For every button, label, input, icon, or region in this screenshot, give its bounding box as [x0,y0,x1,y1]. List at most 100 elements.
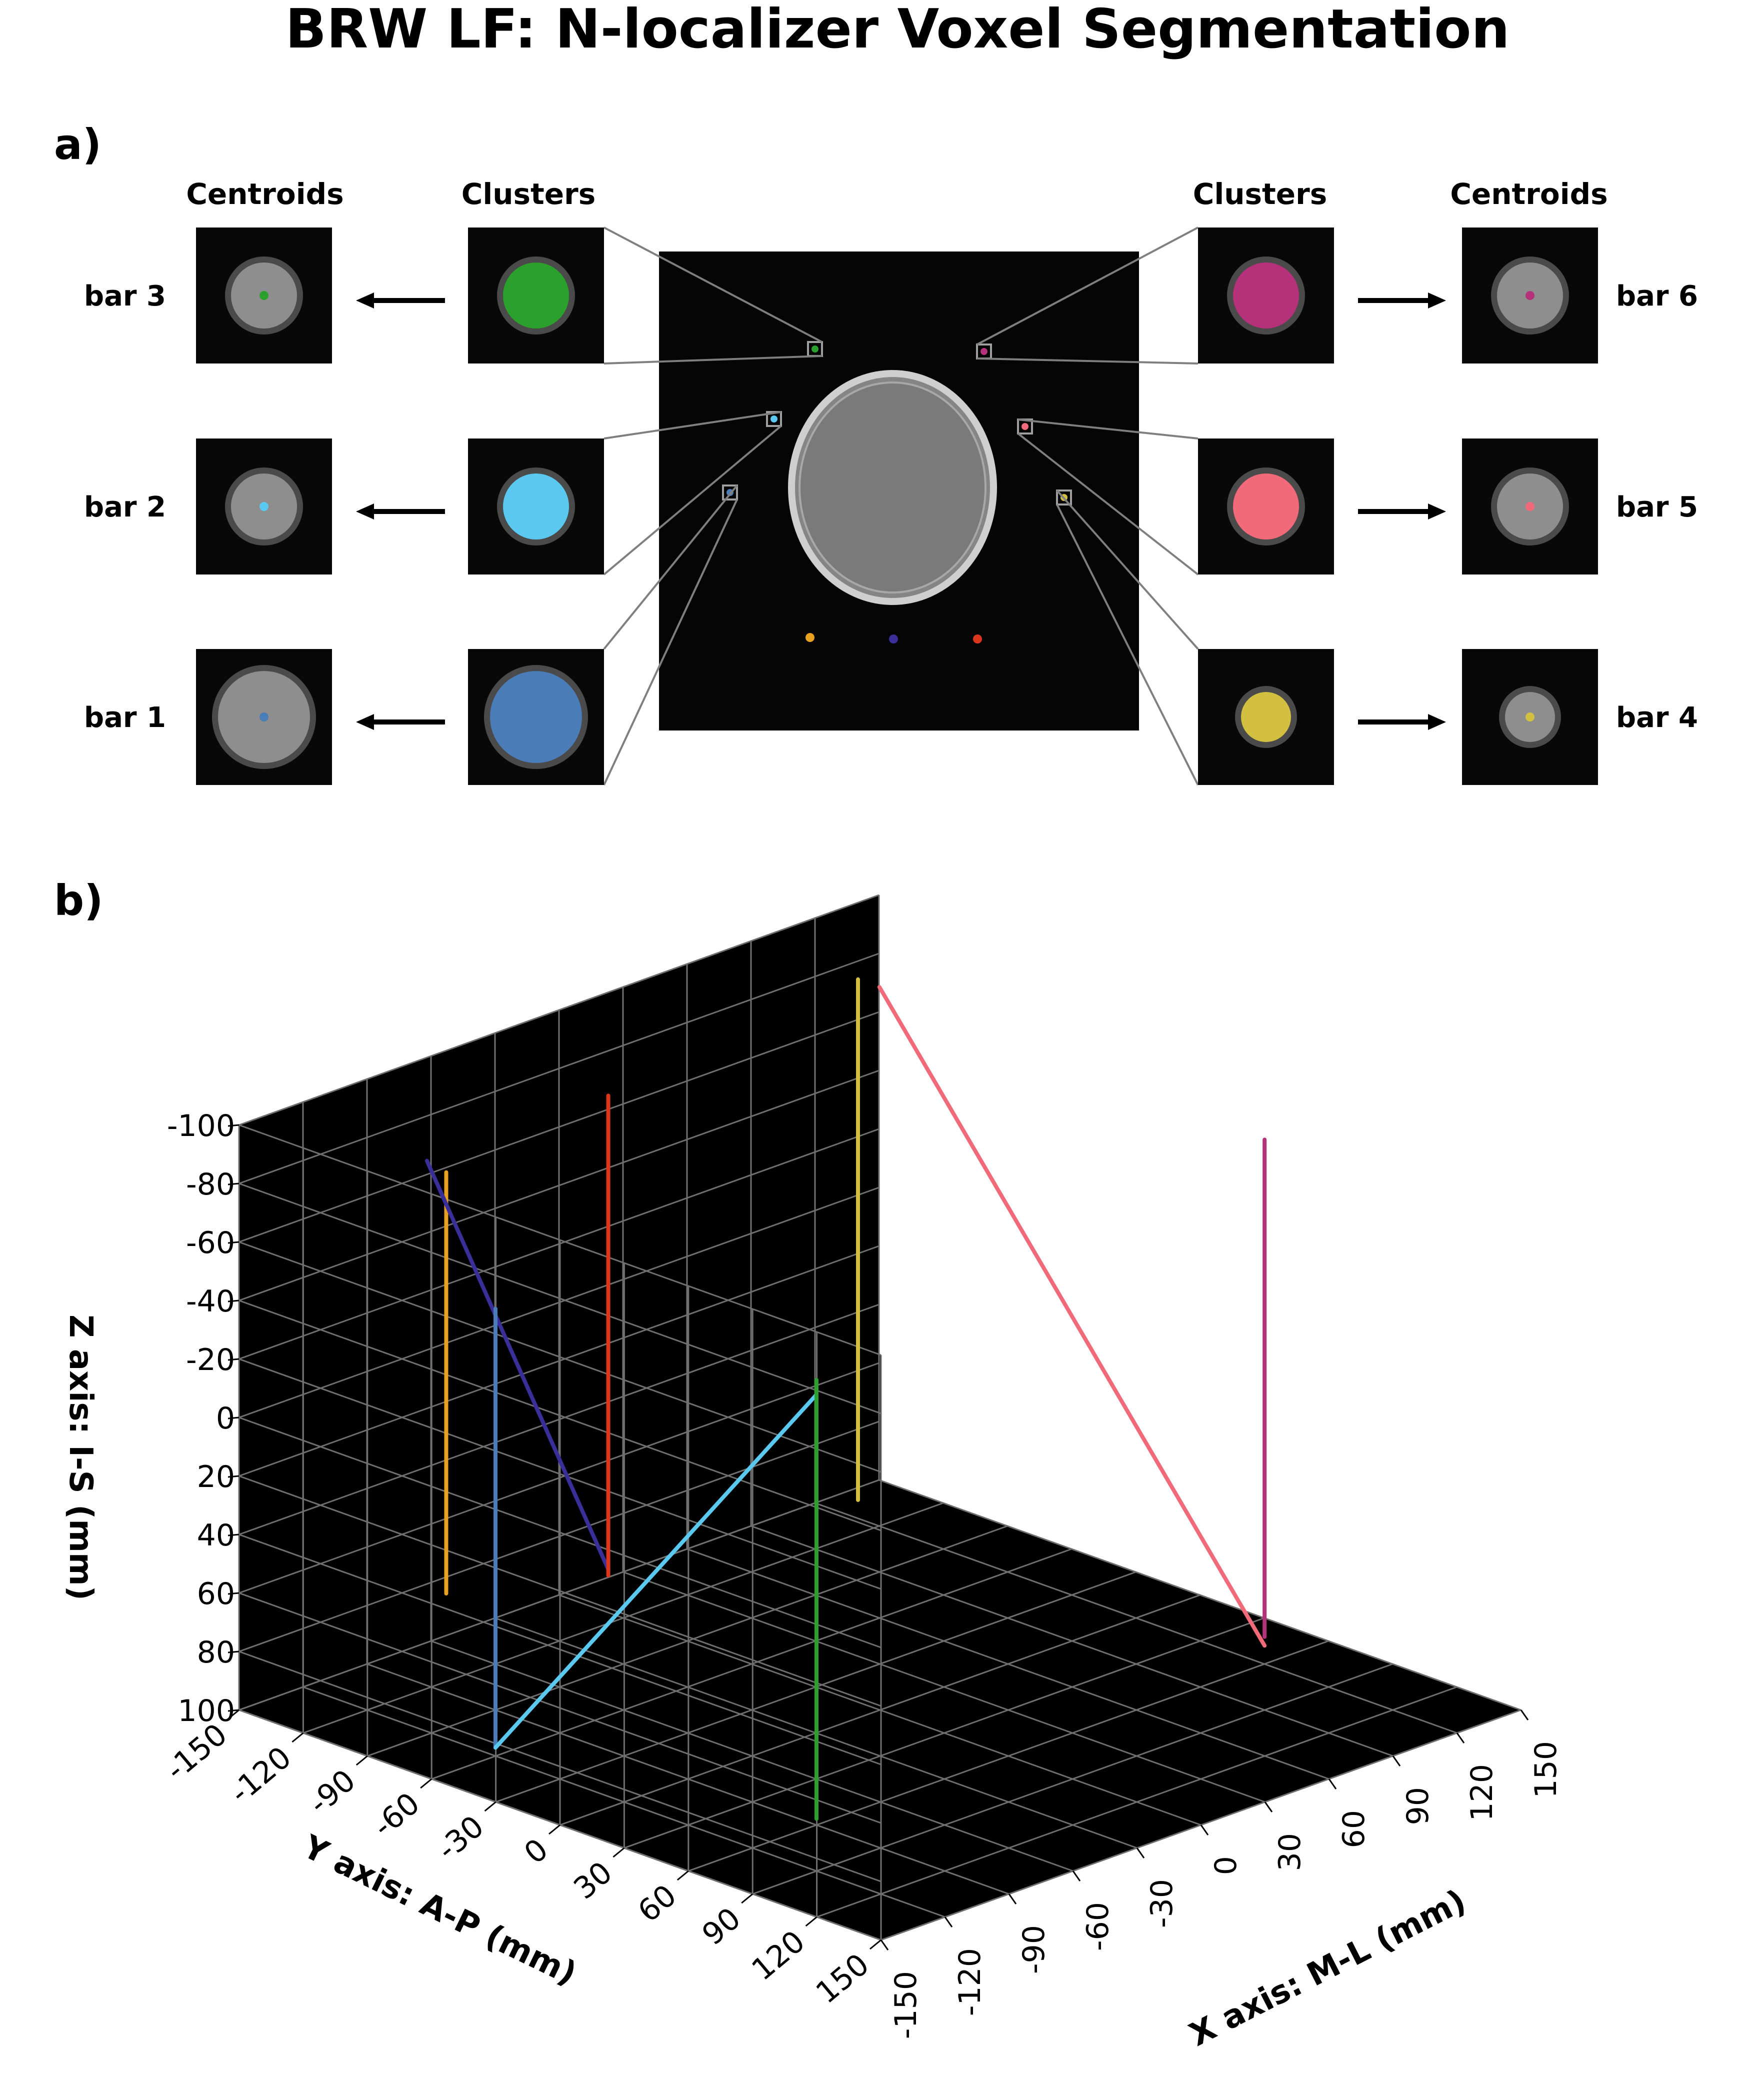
cluster-tile [1198,438,1334,574]
arrow [1358,714,1446,730]
grid-line [238,1475,882,1707]
leader-line [603,425,782,576]
x-tick-label: -90 [1016,1925,1052,1974]
y-tick-label: -90 [302,1763,362,1822]
grid-line [688,1640,1329,1872]
y-tick-label: 30 [568,1855,619,1906]
grid-line [238,1011,880,1243]
centroid-tile [196,228,332,364]
header-right-clusters: Clusters [1193,177,1327,211]
series-line [877,985,1267,1648]
bar-label: bar 5 [1616,491,1698,524]
z-axis-label: Z axis: I-S (mm) [62,1314,99,1600]
tick-mark [228,1709,240,1712]
x-tick-label: -150 [888,1971,924,2039]
slice-marker-dot [770,416,778,422]
z-tick-label: -100 [167,1108,235,1144]
brain-region [798,382,986,594]
y-tick-label: 120 [746,1924,812,1988]
z-tick-label: -20 [186,1342,235,1378]
tick-mark [1136,1848,1145,1858]
z-tick-label: 60 [197,1576,235,1612]
leader-lines [603,226,1199,786]
leader-line [976,358,1198,364]
bar-label: bar 6 [1616,280,1698,312]
fiducial-dot [973,634,982,644]
x-tick-label: 90 [1400,1787,1436,1825]
y-tick-label: -60 [366,1786,426,1844]
tick-mark [228,1534,240,1536]
tick-mark [356,1755,368,1766]
cluster-tile [1198,649,1334,785]
x-tick-label: 120 [1464,1764,1500,1822]
y-tick-label: -120 [224,1740,298,1810]
centroid-dot [1526,291,1534,300]
bar-label: bar 4 [1616,702,1698,734]
tick-mark [1520,1710,1529,1720]
grid-line [238,1479,880,1711]
arrow [356,292,445,308]
tick-mark [1456,1732,1465,1744]
tick-mark [228,1358,240,1361]
panel-a: a) Centroids Clusters Clusters Centroids… [54,120,1698,786]
slice-marker-box [1056,490,1072,506]
grid-line [238,952,880,1184]
slice-marker-dot [1022,423,1028,430]
z-tick-label: -40 [186,1284,235,1319]
panel-a-label: a) [54,120,102,169]
grid-line [238,894,880,1126]
grid-line [238,1304,880,1536]
leader-line [603,484,738,650]
centroid-dot [260,291,268,300]
x-tick-label: 0 [1208,1856,1244,1875]
z-tick-label: -80 [186,1167,235,1202]
tick-mark [944,1916,953,1928]
fiducial-dot [889,634,898,644]
grid-line [238,1358,882,1590]
y-tick-label: 90 [696,1901,747,1952]
centroid-tile [196,438,332,574]
centroid-dot [1526,502,1534,511]
grid-line [560,1594,1200,1826]
cluster-tile [468,438,604,574]
tick-mark [420,1778,432,1789]
tick-mark [548,1824,560,1835]
x-tick-label: -60 [1080,1902,1116,1951]
tick-mark [612,1847,625,1858]
grid-line [238,1245,880,1477]
z-tick-label: 40 [197,1518,235,1553]
centroid-tile [1462,438,1598,574]
tick-mark [1328,1778,1337,1790]
ct-slice-image [659,252,1139,730]
arrow [356,504,445,520]
cluster-blob [1233,474,1299,540]
slice-marker-box [766,411,782,427]
grid-line [238,1241,882,1473]
x-axis-label: X axis: M-L (mm) [1184,1882,1472,2054]
tick-mark [805,1916,818,1927]
tick-mark [228,1241,240,1244]
bar-tiles: bar 3 bar 2 bar 1 bar 6 bar 5 bar 4 [84,228,1698,785]
grid-line [302,1502,944,1734]
slice-marker-dot [812,346,818,352]
leader-line [604,411,782,440]
tick-mark [1264,1802,1273,1812]
bar-label: bar 3 [84,280,166,312]
tick-mark [676,1870,689,1881]
leader-line [604,355,822,364]
centroid-tile [1462,228,1598,364]
tick-mark [1072,1870,1081,1882]
arrow [1358,504,1446,520]
cluster-tile [468,228,604,364]
leader-line [1018,418,1198,440]
centroid-dot [260,502,268,511]
series-line [494,1392,818,1750]
grid-line [238,1420,880,1652]
grid-line [238,1362,880,1594]
arrow [356,714,445,730]
series-line [424,1158,610,1572]
cluster-blob [1241,692,1291,742]
arrow [1358,292,1446,308]
grid-line [238,1128,880,1360]
